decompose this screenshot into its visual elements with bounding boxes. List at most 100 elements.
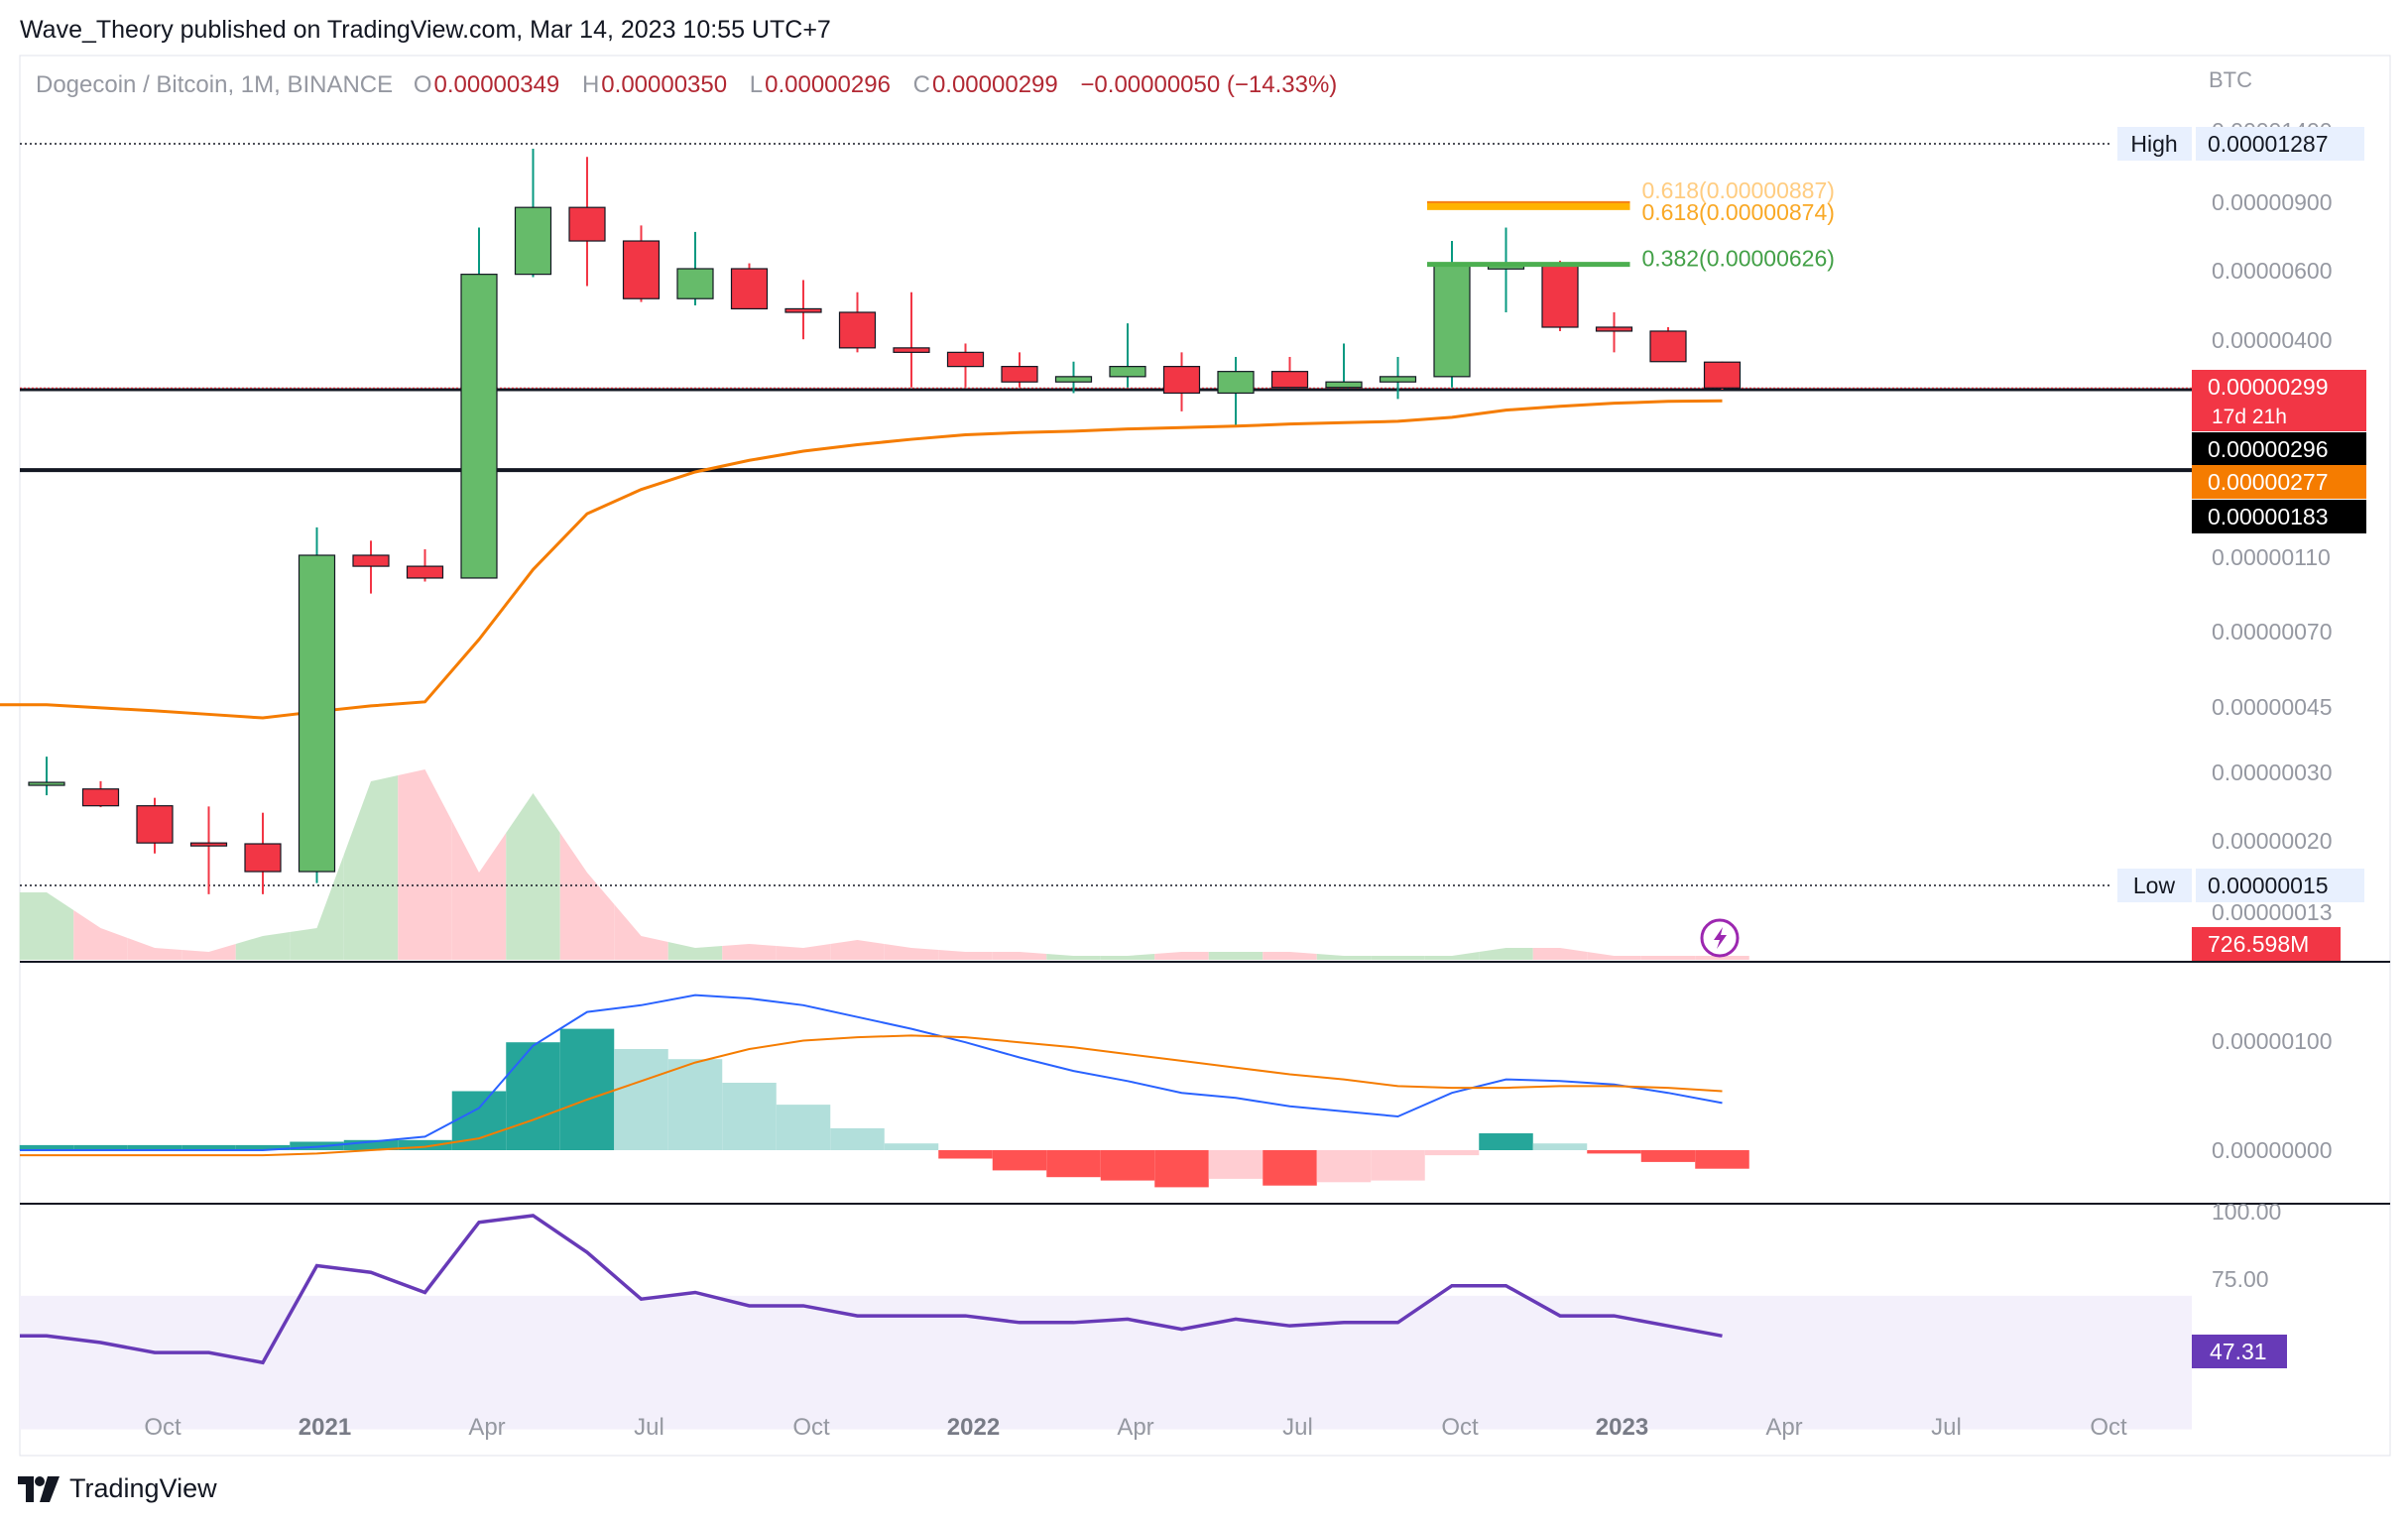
candle-body: [244, 843, 282, 873]
macd-histogram-bar: [398, 1139, 452, 1150]
time-axis-tick: 2022: [947, 1414, 1000, 1441]
macd-axis-tick: 0.00000000: [2212, 1137, 2333, 1163]
time-axis-tick: Apr: [468, 1414, 505, 1441]
macd-histogram-bar: [506, 1042, 560, 1150]
macd-histogram-bar: [235, 1144, 291, 1150]
volume-area-segment: [1695, 956, 1749, 960]
high-tag-bg: [2117, 127, 2192, 161]
fib-618-band: [1427, 201, 1630, 210]
macd-pane: [19, 994, 1749, 1188]
price-badge-label: 0.00000296: [2208, 436, 2329, 462]
tradingview-brand[interactable]: TradingView: [18, 1473, 217, 1504]
candle-body: [136, 805, 174, 844]
open-value: 0.00000349: [433, 71, 560, 98]
candle-body: [1703, 361, 1742, 389]
volume-area-segment: [992, 952, 1047, 960]
axes: 0.000014000.000009000.000006000.00000400…: [144, 118, 2332, 1441]
macd-histogram-bar: [1424, 1150, 1480, 1156]
lightning-icon[interactable]: [1700, 918, 1740, 958]
macd-histogram-bar: [938, 1150, 993, 1159]
macd-histogram-bar: [181, 1144, 236, 1150]
open-key: O: [413, 71, 432, 98]
price-badge-countdown: 17d 21h: [2212, 406, 2287, 428]
price-badge-label: 0.00000299: [2208, 374, 2329, 400]
price-axis-tick: 0.00000030: [2212, 760, 2333, 785]
price-badge-bg: [2192, 465, 2366, 499]
rsi-background-band: [20, 1295, 2192, 1430]
candle-body: [676, 268, 714, 299]
macd-histogram-bar: [1154, 1150, 1209, 1188]
macd-histogram-bar: [1046, 1150, 1101, 1178]
high-value: 0.00001287: [2208, 131, 2329, 157]
volume-area-segment: [614, 904, 668, 960]
high-value: 0.00000350: [601, 71, 728, 98]
macd-histogram-bar: [992, 1150, 1047, 1171]
price-badge-bg: [2192, 370, 2366, 431]
macd-histogram-bar: [1695, 1150, 1749, 1169]
candle-body: [893, 347, 930, 353]
macd-histogram-bar: [667, 1059, 723, 1150]
volume-area-segment: [343, 775, 399, 960]
candle-body: [1433, 265, 1471, 378]
symbol-legend[interactable]: Dogecoin / Bitcoin, 1M, BINANCE O0.00000…: [36, 71, 1353, 99]
volume-area-segment: [1587, 952, 1641, 960]
volume-area-segment: [559, 833, 615, 960]
macd-histogram-bar: [73, 1144, 128, 1150]
currency-label: BTC: [2209, 67, 2252, 92]
macd-histogram-bar: [614, 1049, 668, 1150]
volume-area-segment: [1316, 954, 1372, 960]
price-badge-label: 0.00000183: [2208, 504, 2329, 529]
volume-area-segment: [938, 950, 993, 960]
volume-area-segment: [1371, 956, 1425, 960]
volume-area-segment: [1154, 952, 1209, 960]
volume-area-segment: [722, 944, 777, 960]
fib-levels: 0.618(0.00000887)0.618(0.00000874) 0.382(…: [1427, 177, 1835, 272]
low-tag-bg: [2117, 869, 2192, 902]
candle-body: [352, 554, 390, 567]
candle-body: [406, 565, 444, 579]
macd-histogram-bar: [1100, 1150, 1155, 1181]
macd-histogram-bar: [1208, 1150, 1264, 1179]
candlestick-series: [28, 148, 1742, 894]
time-axis-tick: Jul: [634, 1414, 664, 1441]
time-axis-tick: Apr: [1117, 1414, 1153, 1441]
rsi-axis-tick: 75.00: [2212, 1266, 2269, 1292]
volume-area-segment: [776, 944, 831, 960]
time-axis-tick: Oct: [792, 1414, 830, 1441]
macd-histogram-bar: [1316, 1150, 1372, 1183]
candle-body: [946, 351, 985, 368]
high-tag-label: High: [2130, 131, 2177, 157]
volume-area-segment: [19, 892, 74, 960]
price-badges: High 0.00001287 Low 0.00000015 0.00000299 17d…: [2117, 127, 2366, 1368]
ema-line: [0, 399, 1723, 720]
volume-area-segment: [506, 793, 560, 960]
time-axis-tick: Oct: [144, 1414, 181, 1441]
candle-body: [1162, 366, 1201, 395]
candle-body: [1325, 381, 1363, 389]
volume-area-segment: [398, 769, 452, 960]
chart-frame: [19, 55, 2391, 1457]
volume-area-segment: [451, 821, 507, 960]
rsi-line: [20, 1214, 1723, 1365]
macd-histogram-bar: [1263, 1150, 1317, 1186]
time-axis-tick: Oct: [2090, 1414, 2127, 1441]
high-value-bg: [2196, 127, 2364, 161]
rsi-badge-bg: [2192, 1335, 2287, 1368]
candle-body: [622, 240, 661, 299]
price-badge-bg: [2192, 500, 2366, 533]
price-axis-tick: 0.00000900: [2212, 189, 2333, 215]
volume-area-segment: [1479, 948, 1533, 960]
candle-body: [1001, 366, 1038, 383]
macd-histogram-bar: [559, 1028, 615, 1150]
ema-polyline: [0, 399, 1723, 720]
symbol-title: Dogecoin / Bitcoin, 1M, BINANCE: [36, 71, 394, 98]
price-axis-tick: 0.00000013: [2212, 899, 2333, 925]
time-axis-tick: 2023: [1596, 1414, 1648, 1441]
price-axis-tick: 0.00000020: [2212, 828, 2333, 854]
candle-body: [1270, 371, 1309, 389]
volume-area-segment: [127, 938, 182, 960]
price-axis-tick: 0.00000070: [2212, 619, 2333, 644]
candle-body: [838, 311, 877, 349]
candle-body: [1109, 366, 1146, 378]
